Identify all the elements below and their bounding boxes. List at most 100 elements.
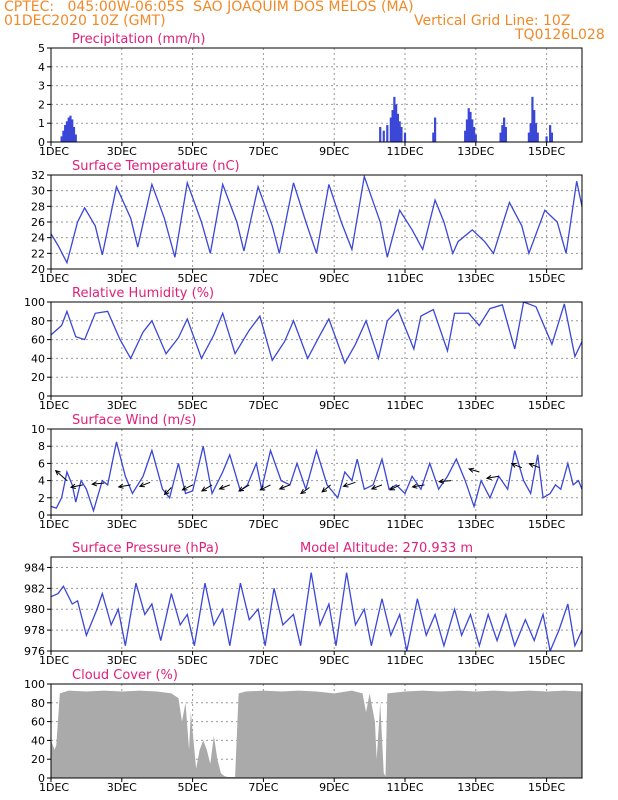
precip-bar: [62, 130, 65, 142]
precip-bar: [549, 125, 552, 142]
x-tick-label: 13DEC: [457, 399, 494, 412]
panel-data: [51, 302, 582, 365]
y-tick-label: 80: [31, 315, 45, 328]
y-tick-label: 3: [38, 80, 45, 93]
series-line: [51, 302, 582, 365]
precip-bar: [433, 117, 437, 142]
precip-bar: [67, 117, 70, 142]
y-tick-label: 60: [31, 716, 45, 729]
y-tick-label: 6: [38, 457, 45, 470]
precip-bar: [398, 121, 401, 142]
header-grid-note: Vertical Grid Line: 10Z: [414, 13, 571, 29]
x-tick-label: 13DEC: [457, 654, 494, 667]
precip-bar: [60, 136, 63, 142]
wind-arrow-head: [278, 484, 285, 490]
wind-arrow-shaft: [371, 484, 383, 490]
precip-bar: [395, 104, 398, 142]
x-tick-label: 15DEC: [528, 399, 565, 412]
x-tick-label: 5DEC: [178, 654, 208, 667]
wind-arrow-head: [411, 483, 418, 489]
precip-bar: [71, 119, 74, 142]
wind-arrow: [238, 484, 250, 492]
x-tick-label: 7DEC: [248, 781, 278, 794]
wind-arrow-shaft: [468, 468, 480, 473]
wind-arrow: [181, 484, 193, 491]
precip-bar: [386, 125, 389, 142]
wind-arrow-shaft: [343, 481, 356, 487]
series-line: [51, 175, 582, 265]
x-tick-label: 3DEC: [107, 145, 137, 158]
y-tick-label: 22: [31, 247, 45, 260]
x-tick-label: 1DEC: [39, 399, 69, 412]
wind-arrow-head: [468, 467, 475, 473]
panel-title: Precipitation (mm/h): [72, 32, 205, 47]
y-tick-label: 60: [31, 334, 45, 347]
wind-arrow: [389, 484, 400, 491]
wind-arrow-shaft: [238, 484, 250, 492]
wind-arrow: [200, 484, 213, 492]
precip-bar: [391, 110, 394, 142]
wind-arrow-shaft: [55, 470, 68, 481]
panel-title: Surface Pressure (hPa): [72, 541, 219, 556]
wind-arrow-shaft: [260, 484, 271, 491]
wind-arrow-head: [181, 485, 188, 491]
panel-4: 0 2 4 6 8 10 1DEC 3DEC 5DEC 7DEC 9DEC 11DEC 13DEC 15D…: [31, 413, 583, 531]
wind-arrow: [218, 484, 230, 490]
wind-arrow-shaft: [300, 487, 310, 494]
wind-arrow-shaft: [70, 484, 83, 488]
y-tick-label: 2: [38, 492, 45, 505]
panel-5: 976 978 980 982 984 1DEC 3DEC 5DEC 7DEC 9DEC 11DEC…: [24, 541, 583, 667]
cloud-cover-area: [51, 690, 582, 778]
precip-bar: [382, 130, 385, 142]
y-tick-label: 0: [38, 772, 45, 785]
precip-bar: [527, 132, 530, 142]
model-altitude-note: Model Altitude: 270.933 m: [300, 541, 473, 556]
wind-arrow-head: [299, 488, 306, 495]
wind-arrow-shaft: [486, 475, 499, 479]
x-tick-label: 3DEC: [107, 654, 137, 667]
panel-6: 0 20 40 60 80 100 1DEC 3DEC 5DEC 7DEC 9DEC 11DEC 13D…: [24, 668, 583, 794]
x-tick-label: 13DEC: [457, 272, 494, 285]
panel-title: Surface Wind (m/s): [72, 413, 196, 428]
wind-arrow-shaft: [439, 480, 452, 483]
y-tick-label: 0: [38, 136, 45, 149]
x-tick-label: 9DEC: [319, 399, 349, 412]
panel-frame: [50, 47, 583, 143]
wind-arrow-head: [117, 483, 124, 489]
wind-arrow: [528, 462, 540, 469]
wind-arrow-shaft: [279, 484, 291, 490]
y-tick-label: 20: [31, 263, 45, 276]
precip-bar: [465, 119, 469, 142]
header-model-id: TQ0126L028: [515, 27, 605, 43]
y-tick-label: 978: [24, 624, 45, 637]
precip-bar: [469, 111, 472, 142]
wind-arrow-shaft: [139, 481, 151, 487]
wind-arrow-head: [218, 484, 225, 490]
wind-arrow-head: [69, 483, 76, 490]
precip-bar: [393, 96, 396, 142]
panel-frame: [50, 428, 583, 516]
panel-data: [51, 175, 582, 265]
panel-3: 0 20 40 60 80 100 1DEC 3DEC 5DEC 7DEC 9DEC 11DEC 13D…: [24, 286, 583, 412]
wind-arrow-head: [91, 481, 98, 487]
wind-arrow: [411, 483, 425, 489]
wind-arrow-shaft: [511, 463, 523, 469]
x-tick-label: 15DEC: [528, 654, 565, 667]
y-tick-label: 4: [38, 61, 45, 74]
x-tick-label: 1DEC: [39, 145, 69, 158]
wind-arrow: [163, 487, 172, 496]
wind-arrow-head: [138, 482, 145, 488]
y-tick-label: 30: [31, 185, 45, 198]
series-line: [51, 572, 582, 651]
y-tick-label: 980: [24, 603, 45, 616]
x-tick-label: 11DEC: [386, 272, 423, 285]
wind-arrow-head: [259, 485, 266, 491]
wind-arrow-shaft: [201, 484, 213, 492]
panel-title: Relative Humidity (%): [72, 286, 214, 301]
x-tick-label: 1DEC: [39, 781, 69, 794]
panel-data: [51, 572, 582, 651]
wind-arrow-head: [528, 462, 535, 468]
x-tick-label: 9DEC: [319, 654, 349, 667]
precip-bar: [474, 134, 477, 142]
x-tick-label: 15DEC: [528, 518, 565, 531]
